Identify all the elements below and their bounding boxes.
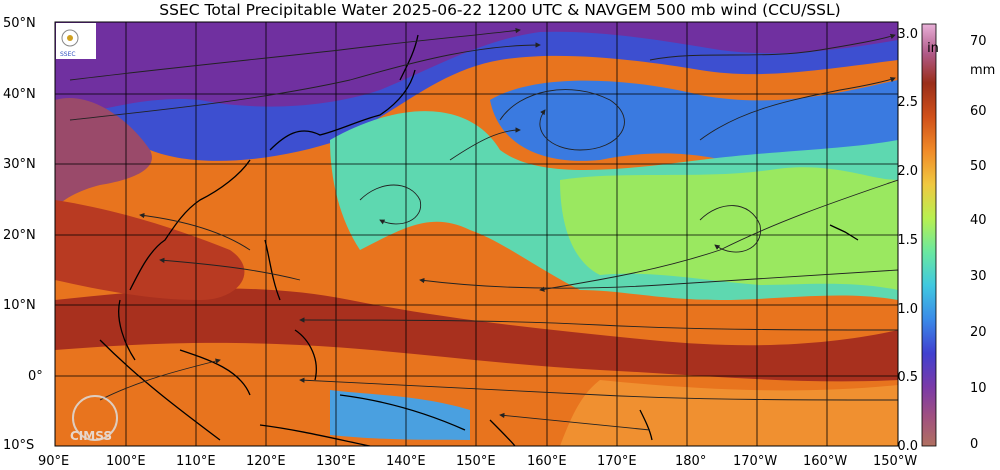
colorbar-mm-tick: 70 bbox=[970, 34, 987, 49]
map-frame bbox=[54, 21, 899, 447]
colorbar-in-unit: in bbox=[927, 41, 939, 56]
logo-text: SSEC bbox=[60, 51, 76, 58]
lon-label: 110°E bbox=[176, 454, 216, 469]
colorbar-in-tick: 2.0 bbox=[897, 164, 918, 179]
lon-label: 130°E bbox=[316, 454, 356, 469]
colorbar-mm-tick: 50 bbox=[970, 159, 987, 174]
lat-label: 20°N bbox=[3, 228, 36, 243]
colorbar: in mm 3.0 2.5 2.0 1.5 1.0 0.5 0.0 70 60 … bbox=[897, 23, 995, 454]
colorbar-in-tick: 1.0 bbox=[897, 302, 918, 317]
lon-label: 170°W bbox=[733, 454, 777, 469]
colorbar-mm-tick: 0 bbox=[970, 437, 978, 452]
colorbar-mm-tick: 10 bbox=[970, 381, 987, 396]
lon-label: 150°W bbox=[873, 454, 917, 469]
wind-streamlines bbox=[69, 27, 898, 431]
colorbar-ramp bbox=[921, 23, 937, 447]
watermark-text: CIMSS bbox=[70, 429, 112, 443]
lat-label: 0° bbox=[28, 369, 43, 384]
tpw-field bbox=[55, 22, 898, 446]
lon-label: 150°E bbox=[456, 454, 496, 469]
colorbar-mm-unit: mm bbox=[970, 63, 995, 78]
colorbar-in-tick: 3.0 bbox=[897, 27, 918, 42]
lat-label: 30°N bbox=[3, 157, 36, 172]
colorbar-mm-tick: 40 bbox=[970, 213, 987, 228]
lat-label: 50°N bbox=[3, 16, 36, 31]
lat-label: 40°N bbox=[3, 87, 36, 102]
cimss-watermark: CIMSS bbox=[70, 395, 118, 443]
colorbar-mm-tick: 20 bbox=[970, 325, 987, 340]
graticule bbox=[55, 22, 898, 446]
lat-label: 10°S bbox=[3, 438, 34, 453]
colorbar-mm-tick: 30 bbox=[970, 269, 987, 284]
lon-label: 100°E bbox=[106, 454, 146, 469]
colorbar-in-tick: 2.5 bbox=[897, 95, 918, 110]
lon-labels: 90°E 100°E 110°E 120°E 130°E 140°E 150°E… bbox=[38, 454, 917, 469]
lon-label: 90°E bbox=[38, 454, 69, 469]
lon-label: 180° bbox=[675, 454, 706, 469]
lon-label: 170°E bbox=[597, 454, 637, 469]
lon-label: 140°E bbox=[386, 454, 426, 469]
colorbar-in-tick: 0.5 bbox=[897, 370, 918, 385]
colorbar-in-tick: 1.5 bbox=[897, 233, 918, 248]
lon-label: 160°W bbox=[803, 454, 847, 469]
colorbar-mm-tick: 60 bbox=[970, 104, 987, 119]
lon-label: 120°E bbox=[246, 454, 286, 469]
map-title: SSEC Total Precipitable Water 2025-06-22… bbox=[159, 1, 841, 19]
ssec-logo: SSEC bbox=[56, 23, 96, 59]
colorbar-in-tick: 0.0 bbox=[897, 439, 918, 454]
lon-label: 160°E bbox=[527, 454, 567, 469]
lat-labels: 50°N 40°N 30°N 20°N 10°N 0° 10°S bbox=[3, 16, 43, 453]
coastlines bbox=[99, 34, 859, 446]
lat-label: 10°N bbox=[3, 298, 36, 313]
